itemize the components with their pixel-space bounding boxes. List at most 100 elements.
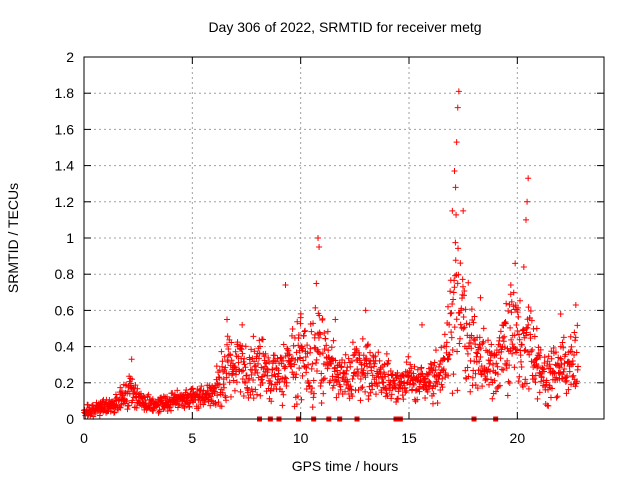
data-point [395,395,402,402]
data-point [280,357,287,364]
data-point [145,391,152,398]
data-point [574,378,581,385]
data-point [245,387,252,394]
data-point [371,360,378,367]
data-point [410,381,417,388]
data-point [275,370,282,377]
data-point [338,363,345,370]
data-point [259,380,266,387]
data-point [349,376,356,383]
data-point [532,379,539,386]
data-point [332,316,339,323]
data-point [448,329,455,336]
data-point [550,344,557,351]
data-point [241,355,248,362]
data-point [477,345,484,352]
chart-title: Day 306 of 2022, SRMTID for receiver met… [208,19,481,35]
data-point [563,374,570,381]
data-point [516,336,523,343]
data-point [513,322,520,329]
data-point [476,341,483,348]
data-point [464,350,471,357]
y-tick-label: 2 [66,49,74,65]
data-point [243,372,250,379]
data-point [385,357,392,364]
y-tick-label: 1.8 [55,85,75,101]
data-point [240,393,247,400]
data-point [573,349,580,356]
data-point [531,333,538,340]
data-point [296,347,303,354]
x-tick-label: 15 [401,430,417,446]
data-point [452,239,459,246]
data-point [246,375,253,382]
data-point [294,318,301,325]
data-point [107,408,114,415]
data-point [507,324,514,331]
data-point [451,324,458,331]
data-point [547,365,554,372]
data-point [248,371,255,378]
data-point [523,216,529,223]
data-point [554,393,561,400]
data-point [123,397,130,404]
data-point [99,398,106,405]
data-point [210,385,217,392]
data-point [227,393,234,400]
data-point [471,313,478,320]
data-point [328,344,335,351]
data-point [451,168,458,175]
data-point [198,383,205,390]
data-point [283,375,290,382]
data-point [226,379,233,386]
data-point [515,313,522,320]
data-point [528,317,535,324]
data-point [133,404,140,411]
data-point [367,389,374,396]
data-point [525,321,532,328]
data-point [486,360,493,367]
data-point [458,305,465,312]
data-point [242,343,249,350]
data-point [440,355,447,362]
data-point [322,335,329,342]
data-point [501,320,508,327]
data-point [572,337,579,344]
data-point [432,347,439,354]
y-tick-label: 0.8 [55,266,75,282]
data-point [454,104,461,111]
data-point [517,358,524,365]
data-point [482,375,489,382]
data-point [465,373,472,380]
data-point [250,377,257,384]
axis-ticks [83,56,604,420]
data-point [410,370,417,377]
data-point [457,335,464,342]
data-point [459,276,466,283]
data-point [408,365,415,372]
data-point [318,370,325,377]
data-point [572,301,579,308]
data-point [291,361,298,368]
y-tick-label: 0 [66,411,74,427]
data-point [129,376,136,383]
data-point [297,320,304,327]
data-point [392,385,399,392]
y-tick-label: 1 [66,230,74,246]
data-point [547,394,554,401]
data-point [309,385,316,392]
data-point [330,382,337,389]
data-point [344,378,351,385]
data-point [489,395,496,402]
data-point [327,377,334,384]
data-point [220,376,227,383]
data-point [387,368,394,375]
data-point [362,307,369,314]
data-point [527,308,534,315]
data-point [164,393,171,400]
data-point [176,401,183,408]
data-point [436,372,443,379]
data-point [452,184,459,191]
data-point [533,355,540,362]
data-point [531,376,538,383]
